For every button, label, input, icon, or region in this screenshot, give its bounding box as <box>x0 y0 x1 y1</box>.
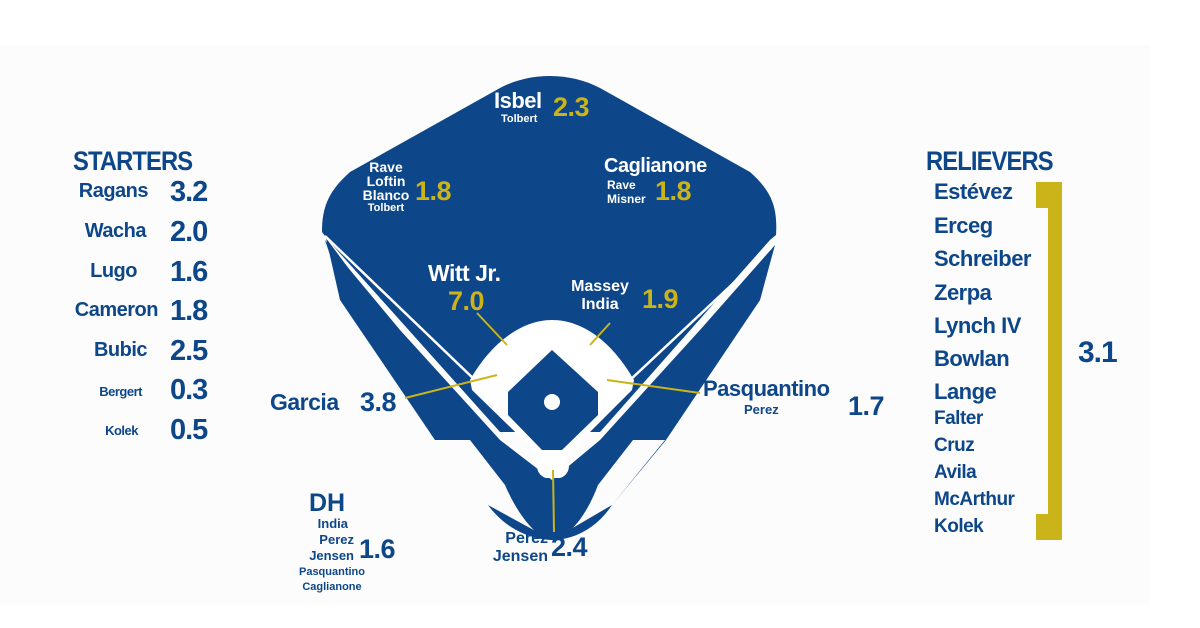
reliever-name: McArthur <box>934 489 1015 510</box>
dh-name: India <box>317 516 348 531</box>
1b-value: 1.7 <box>848 391 885 421</box>
ss-name: Witt Jr. <box>428 260 501 286</box>
rf-backups: Rave Misner <box>607 178 646 206</box>
2b-names: Massey India <box>570 278 630 314</box>
rf-value: 1.8 <box>655 176 692 206</box>
relievers-value: 3.1 <box>1078 336 1118 369</box>
2b-value: 1.9 <box>642 284 679 314</box>
starter-value: 0.3 <box>170 374 208 406</box>
cf-name: Isbel <box>494 88 542 113</box>
starter-value: 2.0 <box>170 216 208 248</box>
starter-value: 3.2 <box>170 176 208 208</box>
rf-backup: Misner <box>607 192 646 206</box>
starters-title: STARTERS <box>73 146 193 176</box>
reliever-name: Avila <box>934 462 977 483</box>
lf-name: Loftin <box>366 173 406 189</box>
lf-name: Rave <box>369 159 403 175</box>
lf-value: 1.8 <box>415 176 452 206</box>
dh-value: 1.6 <box>359 534 396 564</box>
starter-name: Cameron <box>74 299 159 321</box>
ss-value: 7.0 <box>448 286 485 316</box>
starter-row: Bergert 0.3 <box>60 374 220 410</box>
dh-names: India Perez Jensen <box>290 516 354 564</box>
dh-more-names: Pasquantino Caglianone <box>282 565 382 595</box>
starter-value: 1.6 <box>170 256 208 288</box>
starter-row: Ragans 3.2 <box>60 176 220 212</box>
cf-backup: Tolbert <box>501 113 538 125</box>
starter-name: Wacha <box>84 220 147 242</box>
c-names: Perez Jensen <box>484 530 548 566</box>
2b-name: Massey <box>571 278 629 295</box>
starter-value: 1.8 <box>170 295 208 327</box>
1b-backup: Perez <box>744 402 779 417</box>
dh-name: Caglianone <box>302 581 362 593</box>
starter-row: Lugo 1.6 <box>60 256 220 292</box>
rf-name: Caglianone <box>604 155 707 177</box>
home-plate-circle <box>539 452 565 478</box>
reliever-name: Schreiber <box>934 246 1032 271</box>
reliever-name: Kolek <box>934 516 984 537</box>
starter-row: Bubic 2.5 <box>60 335 220 371</box>
c-name: Perez <box>505 530 548 547</box>
2b-name: India <box>581 296 619 313</box>
pitchers-mound <box>544 394 560 410</box>
dh-name: Jensen <box>309 548 354 563</box>
reliever-name: Estévez <box>934 179 1013 204</box>
reliever-name: Lynch IV <box>934 313 1021 338</box>
starter-name: Bubic <box>93 339 148 361</box>
starter-row: Wacha 2.0 <box>60 216 220 252</box>
rf-backup: Rave <box>607 178 636 192</box>
starter-row: Kolek 0.5 <box>60 414 220 450</box>
starter-row: Cameron 1.8 <box>60 295 220 331</box>
starter-name: Bergert <box>99 384 142 399</box>
lf-name: Tolbert <box>367 202 405 214</box>
dh-label: DH <box>309 489 346 517</box>
reliever-name: Falter <box>934 408 983 429</box>
starter-value: 0.5 <box>170 414 208 446</box>
1b-name: Pasquantino <box>703 376 830 401</box>
reliever-name: Erceg <box>934 213 993 238</box>
starter-name: Lugo <box>90 260 137 282</box>
c-name: Jensen <box>492 548 548 565</box>
reliever-name: Lange <box>934 379 997 404</box>
c-value: 2.4 <box>551 532 588 562</box>
lf-name: Blanco <box>362 187 410 203</box>
reliever-name: Bowlan <box>934 346 1010 371</box>
reliever-name: Cruz <box>934 435 975 456</box>
3b-value: 3.8 <box>360 387 397 417</box>
cf-value: 2.3 <box>553 92 590 122</box>
starter-value: 2.5 <box>170 335 208 367</box>
3b-name: Garcia <box>270 389 339 415</box>
dh-name: Pasquantino <box>298 566 365 578</box>
lf-names: Rave Loftin Blanco Tolbert <box>358 160 414 214</box>
starter-name: Kolek <box>105 423 138 438</box>
starter-name: Ragans <box>78 180 149 202</box>
relievers-title: RELIEVERS <box>926 146 1054 176</box>
reliever-name: Zerpa <box>934 280 992 305</box>
dh-name: Perez <box>319 532 354 547</box>
